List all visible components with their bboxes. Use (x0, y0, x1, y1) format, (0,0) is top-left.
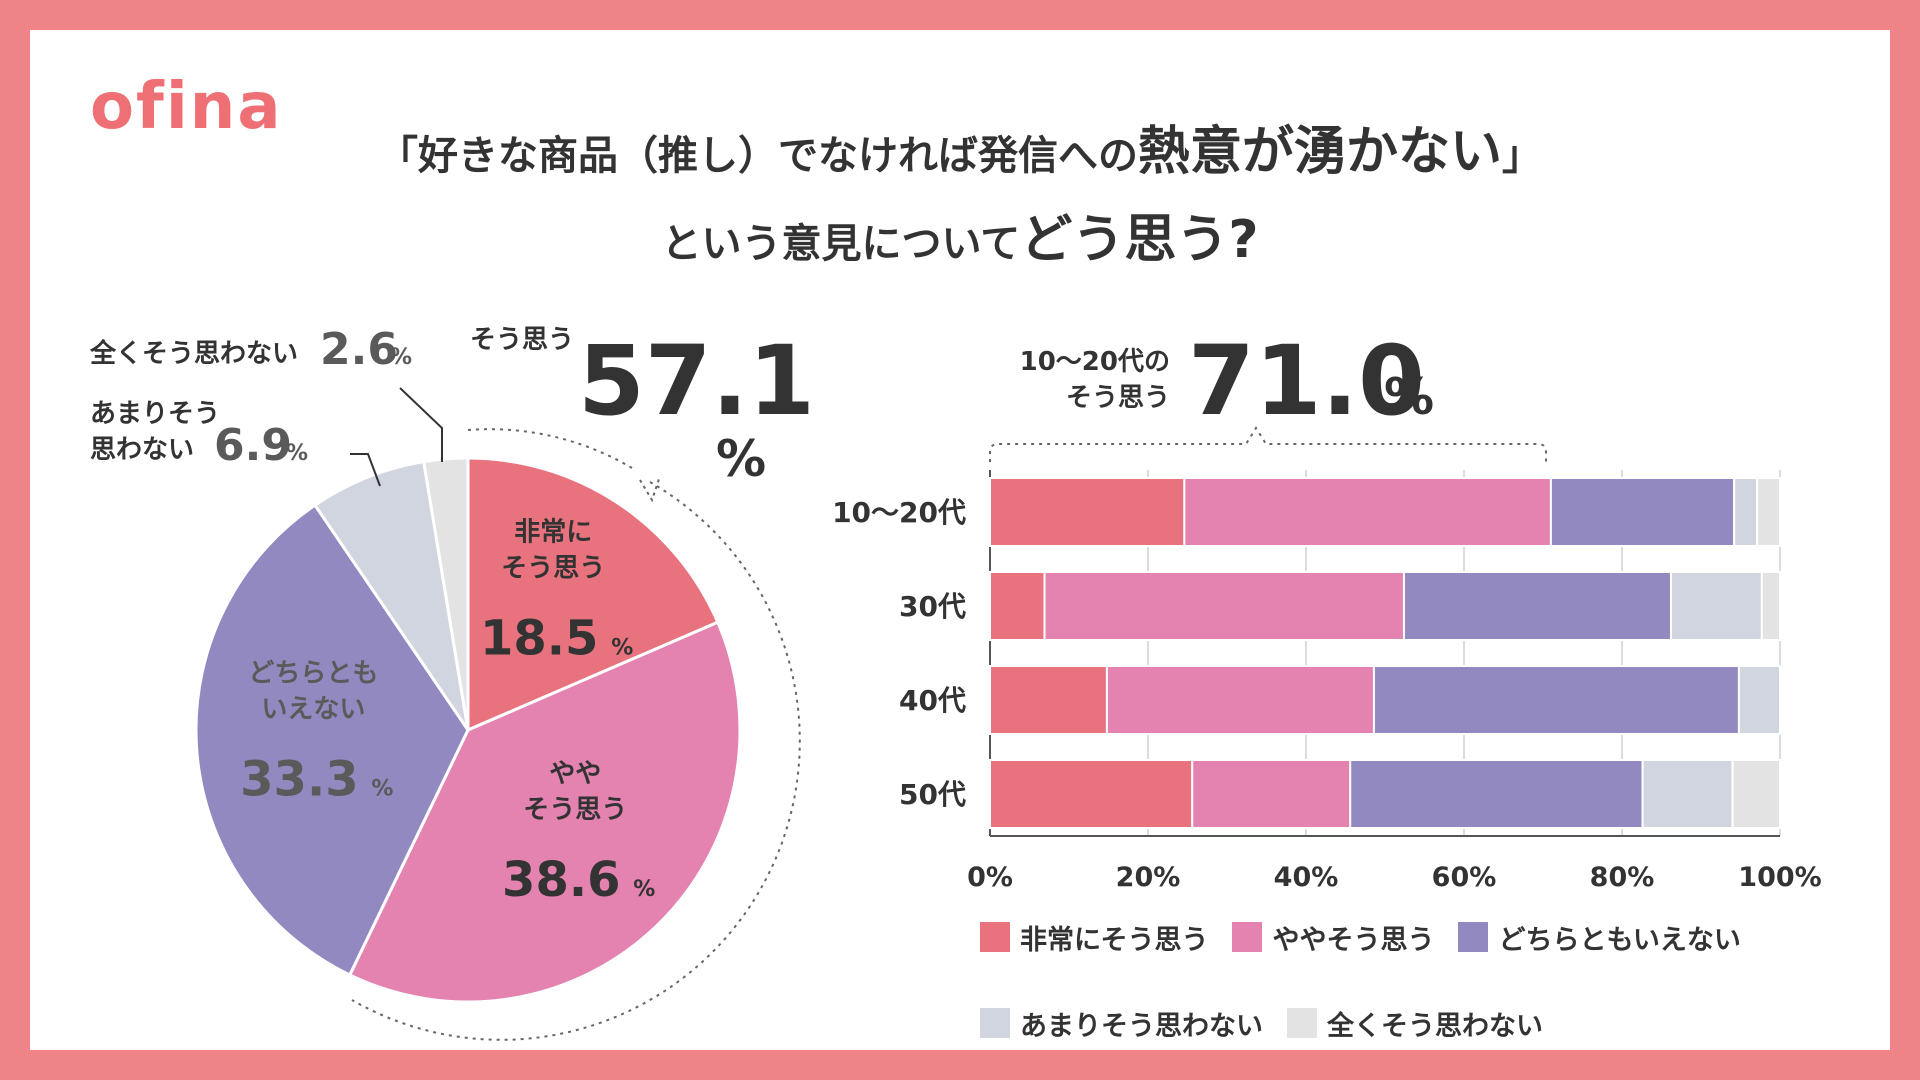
chart-legend: 非常にそう思う ややそう思う どちらともいえないあまりそう思わない 全くそう思わない (980, 920, 1840, 1042)
bar-callout-label-2: そう思う (1066, 383, 1170, 413)
pie-value-neutral: 33.3 (240, 751, 358, 807)
bar-segment-0-1 (1183, 477, 1552, 547)
legend-swatch-4 (1287, 1008, 1317, 1038)
bar-segment-3-2 (1349, 759, 1644, 829)
pie-label-neutral-line-2: いえない (261, 694, 365, 724)
pie-slice-not-really (312, 459, 470, 731)
not-really-callout-label-2: 思わない (90, 435, 194, 465)
legend-item-3: あまりそう思わない (980, 1006, 1263, 1042)
title-line1-part-c: 」 (1502, 133, 1542, 179)
title-line1-part-a: 「好きな商品（推し）でなければ発信への (377, 133, 1138, 179)
not-at-all-leader (399, 387, 443, 462)
pie-label-neutral-line-1: どちらとも (248, 658, 378, 688)
legend-label-2: どちらともいえない (1498, 924, 1741, 956)
pie-unit-very-agree: % (611, 635, 633, 660)
title-line2-part-a: という意見について (661, 221, 1021, 267)
bar-segment-1-1 (1043, 571, 1405, 641)
stacked-bar-chart: 0% 20% 40% 60% 80% 100% 10～20代 30代 40代 50代 (832, 470, 1822, 893)
x-tick-label-5: 100% (1738, 862, 1821, 893)
bar-segment-3-1 (1191, 759, 1352, 829)
bar-segment-1-4 (1760, 571, 1781, 641)
infographic-card: ofina 「好きな商品（推し）でなければ発信への熱意が湧かない」 という意見に… (30, 30, 1890, 1050)
bar-segment-1-2 (1402, 571, 1672, 641)
chart-title: 「好きな商品（推し）でなければ発信への熱意が湧かない」 という意見についてどう思… (30, 110, 1890, 286)
pie-value-very-agree: 18.5 (480, 610, 598, 666)
bar-callout-value: 71.0 (1188, 325, 1425, 437)
brand-logo: ofina (90, 70, 283, 144)
bar-segment-2-2 (1372, 665, 1740, 735)
bar-segment-2-0 (989, 665, 1108, 735)
pie-slice-not-at-all (421, 456, 470, 731)
agree-callout-unit: % (716, 430, 766, 488)
pie-value-somewhat-agree: 38.6 (502, 852, 620, 908)
bar-segment-0-0 (989, 477, 1186, 547)
not-at-all-callout-unit: % (390, 345, 412, 370)
legend-item-1: ややそう思う (1232, 920, 1435, 956)
agree-callout-value: 57.1 (578, 325, 815, 437)
category-label-0: 10～20代 (832, 496, 966, 529)
pie-label-very-agree-line-2: そう思う (501, 553, 605, 583)
title-line-2: という意見についてどう思う? (30, 198, 1890, 286)
x-tick-label-0: 0% (967, 862, 1013, 893)
pie-slice-neutral (194, 503, 470, 977)
legend-swatch-1 (1232, 922, 1263, 952)
title-line2-emphasis: どう思う? (1020, 210, 1259, 270)
bar-segment-1-3 (1669, 571, 1763, 641)
pie-unit-neutral: % (371, 776, 393, 801)
agree-callout-label: そう思う (470, 325, 574, 355)
not-at-all-callout-label: 全くそう思わない (89, 338, 298, 369)
legend-item-0: 非常にそう思う (980, 920, 1209, 956)
pie-label-somewhat-agree-line-2: そう思う (523, 795, 627, 825)
x-tick-label-4: 80% (1590, 862, 1655, 893)
bar-segment-3-4 (1731, 759, 1781, 829)
category-label-1: 30代 (899, 590, 966, 623)
legend-swatch-3 (980, 1008, 1010, 1038)
pie-label-very-agree-line-1: 非常に (514, 517, 592, 547)
pie-slice-very-agree (466, 456, 720, 733)
category-label-2: 40代 (899, 684, 966, 717)
x-tick-label-3: 60% (1432, 862, 1497, 893)
bar-segment-1-0 (989, 571, 1046, 641)
first-bar-bracket (989, 426, 1547, 462)
bar-segment-0-2 (1549, 477, 1736, 547)
legend-swatch-0 (980, 922, 1010, 952)
legend-label-1: ややそう思う (1272, 924, 1435, 956)
legend-item-4: 全くそう思わない (1287, 1006, 1543, 1042)
not-really-leader (350, 453, 381, 487)
pie-unit-somewhat-agree: % (633, 877, 655, 902)
legend-item-2: どちらともいえない (1458, 920, 1741, 956)
bar-segment-3-3 (1641, 759, 1734, 829)
agree-bracket-pointer (639, 475, 661, 503)
not-really-callout-unit: % (286, 441, 308, 466)
legend-label-0: 非常にそう思う (1020, 924, 1209, 956)
title-line1-emphasis: 熱意が湧かない (1137, 122, 1502, 182)
x-tick-label-2: 40% (1274, 862, 1339, 893)
bar-segment-0-4 (1756, 477, 1781, 547)
bar-segment-3-0 (989, 759, 1194, 829)
pie-label-somewhat-agree-line-1: やや (549, 759, 601, 789)
not-really-callout-label-1: あまりそう (90, 399, 220, 429)
agree-bracket-arc (351, 481, 801, 1041)
title-line-1: 「好きな商品（推し）でなければ発信への熱意が湧かない」 (30, 110, 1890, 198)
not-really-callout-value: 6.9 (214, 420, 292, 471)
x-tick-label-1: 20% (1116, 862, 1181, 893)
bar-callout-unit: % (1384, 368, 1434, 426)
bar-segment-0-3 (1733, 477, 1759, 547)
legend-swatch-2 (1458, 922, 1489, 952)
category-label-3: 50代 (899, 778, 966, 811)
bar-callout-label-1: 10～20代の (1020, 347, 1170, 377)
bar-segment-2-1 (1105, 665, 1375, 735)
bar-segment-2-3 (1737, 665, 1782, 735)
pie-slice-somewhat-agree (347, 620, 742, 1004)
legend-label-3: あまりそう思わない (1020, 1010, 1263, 1042)
not-at-all-callout-value: 2.6 (320, 324, 398, 375)
legend-label-4: 全くそう思わない (1327, 1010, 1543, 1042)
